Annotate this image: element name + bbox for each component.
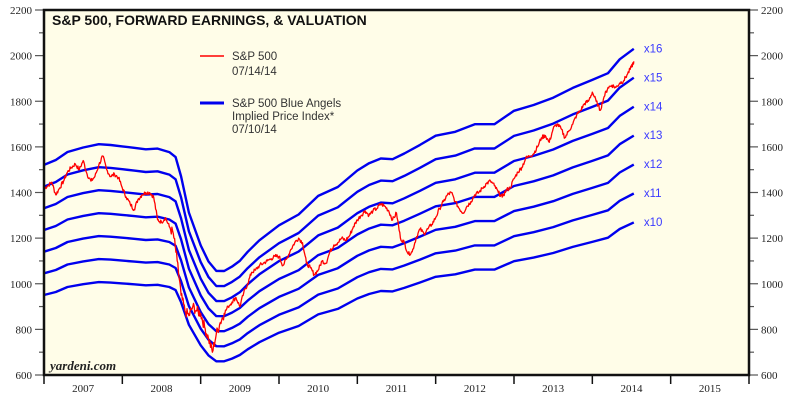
valuation-bands (43, 47, 635, 363)
y-tick-label-left: 1800 (10, 96, 33, 108)
x-tick-label: 2007 (72, 383, 95, 395)
sp500-line (43, 61, 635, 353)
band-label-x16: x16 (644, 43, 663, 55)
x-tick-label: 2011 (386, 383, 408, 395)
legend-date-sp500: 07/14/14 (232, 66, 277, 78)
band-label-x11: x11 (644, 188, 662, 200)
y-axis-right: 600 800 1000 1200 1400 1600 1800 2000 2200 (749, 5, 784, 382)
plot-background (44, 10, 749, 375)
legend-label-sp500: S&P 500 (232, 51, 277, 63)
y-axis-left: 600 800 1000 1200 1400 1600 1800 2000 2200 (10, 5, 44, 382)
x-tick-label: 2010 (307, 383, 330, 395)
band-label-x15: x15 (644, 72, 663, 84)
band-line-x15 (43, 76, 635, 288)
x-tick-label: 2013 (542, 383, 565, 395)
y-tick-label-right: 1600 (761, 142, 784, 154)
x-tick-label: 2012 (464, 383, 486, 395)
y-tick-label-right: 1200 (761, 233, 784, 245)
x-axis: 2007 2008 2009 2010 2011 2012 2013 2014 2015 (43, 375, 750, 395)
legend: S&P 500 07/14/14 S&P 500 Blue Angels Imp… (200, 51, 341, 136)
plot-frame (42, 8, 751, 377)
band-labels: x16 x15 x14 x13 x12 x11 x10 (644, 43, 663, 229)
y-tick-label-right: 1000 (761, 279, 784, 291)
y-tick-label-left: 800 (16, 324, 33, 336)
x-tick-label: 2008 (151, 383, 174, 395)
band-label-x12: x12 (644, 159, 663, 171)
x-tick-label: 2009 (229, 383, 252, 395)
y-tick-label-right: 2000 (761, 51, 784, 63)
y-tick-label-left: 1600 (10, 142, 33, 154)
sp500-series (43, 61, 635, 353)
y-tick-label-left: 1000 (10, 279, 33, 291)
y-tick-label-right: 600 (761, 370, 778, 382)
legend-label-blue-angels: S&P 500 Blue Angels (232, 98, 341, 110)
band-line-x16 (43, 47, 635, 273)
x-tick-label: 2015 (699, 383, 722, 395)
y-tick-label-left: 2200 (10, 5, 33, 17)
y-tick-label-left: 600 (16, 370, 33, 382)
y-tick-label-right: 1800 (761, 96, 784, 108)
y-tick-label-left: 1200 (10, 233, 33, 245)
legend-date-blue-angels: 07/10/14 (232, 124, 277, 136)
y-tick-label-right: 2200 (761, 5, 784, 17)
band-line-x11 (43, 192, 635, 348)
y-tick-label-left: 2000 (10, 51, 33, 63)
band-label-x14: x14 (644, 101, 663, 113)
chart-title: S&P 500, FORWARD EARNINGS, & VALUATION (52, 12, 367, 28)
y-tick-label-left: 1400 (10, 188, 33, 200)
x-tick-label: 2014 (621, 383, 644, 395)
band-line-x12 (43, 163, 635, 333)
legend-label-blue-angels-line2: Implied Price Index* (232, 111, 335, 123)
band-line-x14 (43, 105, 635, 303)
band-label-x13: x13 (644, 130, 663, 142)
band-label-x10: x10 (644, 217, 663, 229)
y-tick-label-right: 800 (761, 324, 778, 336)
band-line-x10 (43, 221, 635, 363)
watermark: yardeni.com (48, 358, 116, 373)
y-tick-label-right: 1400 (761, 188, 784, 200)
